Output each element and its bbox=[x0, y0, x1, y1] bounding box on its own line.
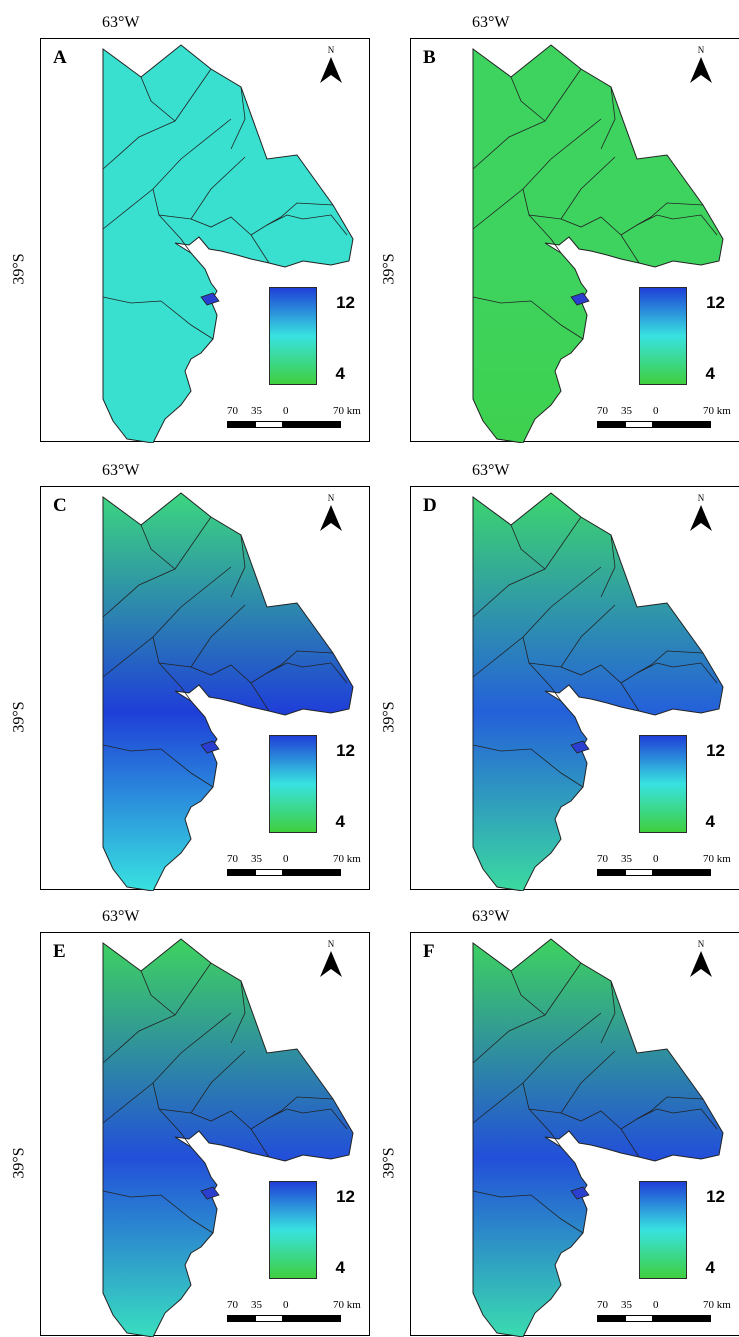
legend-max-label: 12 bbox=[706, 1187, 725, 1206]
map-region bbox=[472, 938, 724, 1337]
longitude-label: 63°W bbox=[472, 908, 510, 925]
map-panel-c: C N 12 4 70 35 0 70 km bbox=[40, 486, 370, 891]
north-arrow-icon: N bbox=[685, 493, 717, 538]
map-region bbox=[102, 44, 354, 443]
legend-min-label: 4 bbox=[335, 812, 345, 831]
legend-bar bbox=[639, 287, 687, 385]
north-label: N bbox=[327, 939, 335, 949]
panel-label: D bbox=[423, 495, 437, 516]
north-label: N bbox=[697, 939, 705, 949]
legend-max-label: 12 bbox=[336, 293, 355, 312]
longitude-label: 63°W bbox=[102, 14, 140, 31]
latitude-label: 39°S bbox=[10, 253, 28, 285]
longitude-label: 63°W bbox=[102, 908, 140, 925]
map-region bbox=[102, 492, 354, 891]
latitude-label: 39°S bbox=[380, 253, 398, 285]
legend-bar bbox=[639, 1181, 687, 1279]
legend-min-label: 4 bbox=[705, 812, 715, 831]
north-label: N bbox=[697, 45, 705, 55]
panel-label: F bbox=[423, 941, 435, 962]
legend-bar bbox=[639, 735, 687, 833]
panel-label: C bbox=[53, 495, 67, 516]
legend-max-label: 12 bbox=[336, 741, 355, 760]
legend-min-label: 4 bbox=[705, 1258, 715, 1277]
north-arrow-icon: N bbox=[315, 493, 347, 538]
map-region bbox=[472, 492, 724, 891]
north-label: N bbox=[327, 45, 335, 55]
north-arrow-icon: N bbox=[315, 939, 347, 984]
legend-bar bbox=[269, 735, 317, 833]
map-panel-a: A N 12 4 70 35 0 70 km bbox=[40, 38, 370, 443]
latitude-label: 39°S bbox=[380, 1147, 398, 1179]
latitude-label: 39°S bbox=[10, 701, 28, 733]
scale-bar: 70 35 0 70 km bbox=[597, 1299, 737, 1329]
legend-min-label: 4 bbox=[705, 364, 715, 383]
map-panel-f: F N 12 4 70 35 0 70 km bbox=[410, 932, 739, 1337]
panel-label: B bbox=[423, 47, 436, 68]
scale-bar: 70 35 0 70 km bbox=[227, 853, 367, 883]
longitude-label: 63°W bbox=[472, 462, 510, 479]
panel-label: A bbox=[53, 47, 67, 68]
scale-bar: 70 35 0 70 km bbox=[227, 405, 367, 435]
north-arrow-icon: N bbox=[685, 45, 717, 90]
north-arrow-icon: N bbox=[315, 45, 347, 90]
legend-bar bbox=[269, 287, 317, 385]
legend-min-label: 4 bbox=[335, 364, 345, 383]
legend-bar bbox=[269, 1181, 317, 1279]
map-panel-e: E N 12 4 70 35 0 70 km bbox=[40, 932, 370, 1337]
panel-label: E bbox=[53, 941, 66, 962]
latitude-label: 39°S bbox=[380, 701, 398, 733]
scale-bar: 70 35 0 70 km bbox=[597, 853, 737, 883]
map-region bbox=[102, 938, 354, 1337]
north-label: N bbox=[327, 493, 335, 503]
legend-max-label: 12 bbox=[706, 293, 725, 312]
longitude-label: 63°W bbox=[472, 14, 510, 31]
scale-bar: 70 35 0 70 km bbox=[597, 405, 737, 435]
legend-min-label: 4 bbox=[335, 1258, 345, 1277]
map-panel-b: B N 12 4 70 35 0 70 km bbox=[410, 38, 739, 443]
north-label: N bbox=[697, 493, 705, 503]
longitude-label: 63°W bbox=[102, 462, 140, 479]
map-panel-d: D N 12 4 70 35 0 70 km bbox=[410, 486, 739, 891]
legend-max-label: 12 bbox=[706, 741, 725, 760]
map-region bbox=[472, 44, 724, 443]
legend-max-label: 12 bbox=[336, 1187, 355, 1206]
latitude-label: 39°S bbox=[10, 1147, 28, 1179]
north-arrow-icon: N bbox=[685, 939, 717, 984]
scale-bar: 70 35 0 70 km bbox=[227, 1299, 367, 1329]
